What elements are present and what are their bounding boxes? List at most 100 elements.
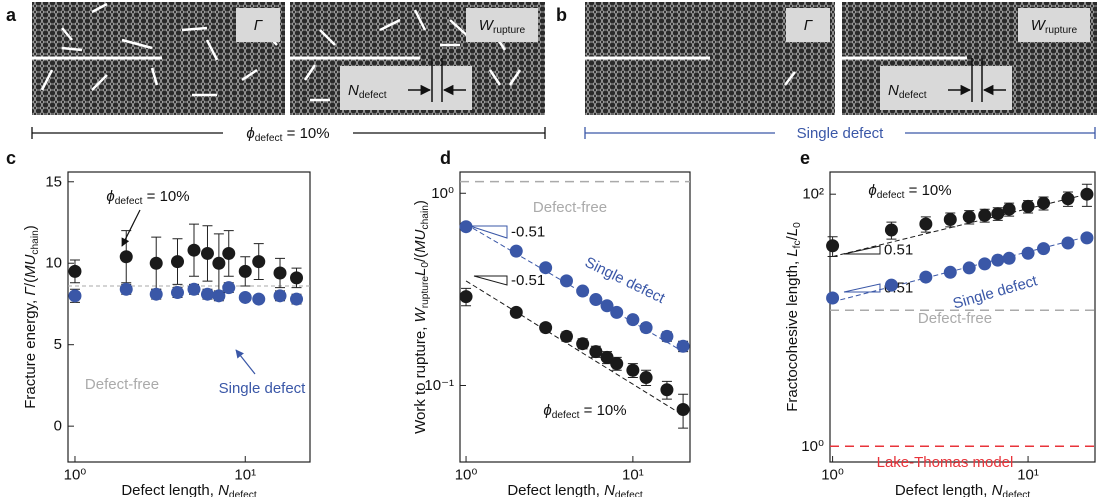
data-point <box>459 290 473 304</box>
data-point <box>626 313 640 327</box>
slope-label: -0.51 <box>511 224 545 241</box>
text-part: Fractocohesive length, <box>784 257 801 412</box>
x-tick-label: 10¹ <box>234 467 256 484</box>
y-axis-label: Fracture energy, Γ/(MUchain) <box>22 225 42 409</box>
data-point <box>639 371 653 385</box>
data-point <box>187 282 201 296</box>
defect <box>61 27 73 41</box>
schematic-label: Γ <box>804 17 814 34</box>
data-point <box>660 383 674 397</box>
text-part: W <box>1031 17 1047 34</box>
defect <box>379 18 401 32</box>
data-point <box>943 212 957 226</box>
text-part: 0 <box>792 222 803 228</box>
defect <box>413 9 427 31</box>
fit-line <box>465 280 684 416</box>
text-part: defect <box>255 133 283 144</box>
defect <box>150 67 159 86</box>
text-part: ϕ <box>246 125 254 142</box>
data-point <box>170 255 184 269</box>
data-point <box>149 287 163 301</box>
data-point <box>991 207 1005 221</box>
text-part: ) <box>412 200 429 205</box>
data-point <box>626 363 640 377</box>
data-point <box>222 281 236 295</box>
reference-label: Lake-Thomas model <box>877 454 1014 471</box>
data-point <box>539 261 553 275</box>
slope-triangle <box>843 283 881 293</box>
data-point <box>149 256 163 270</box>
text-part: N <box>218 482 229 497</box>
data-point <box>68 264 82 278</box>
y-axis-label: Work to rupture, WruptureL0/(MUchain) <box>412 200 432 434</box>
data-point <box>1021 246 1035 260</box>
data-point <box>559 329 573 343</box>
annotation: ϕdefect = 10% <box>106 188 189 208</box>
defect <box>303 64 317 81</box>
y-tick-label: 15 <box>45 173 62 190</box>
data-point <box>200 287 214 301</box>
slope-triangle <box>843 245 881 255</box>
annotation: ϕdefect = 10% <box>868 182 951 202</box>
data-point <box>600 299 614 313</box>
text-part: N <box>604 482 615 497</box>
span-gap <box>223 122 353 144</box>
x-tick-label: 10¹ <box>1017 467 1039 484</box>
data-point <box>919 270 933 284</box>
data-point <box>589 345 603 359</box>
text-part: Defect-free <box>918 310 992 327</box>
data-point <box>539 321 553 335</box>
annotation-arrow <box>121 209 141 247</box>
text-part: Single defect <box>219 380 307 397</box>
schematic-label: Wrupture <box>479 17 526 37</box>
data-point <box>68 289 82 303</box>
text-part: /( <box>412 253 429 262</box>
data-point <box>610 305 624 319</box>
x-axis-label: Defect length, Ndefect <box>895 482 1030 497</box>
data-point <box>1037 196 1051 210</box>
text-part: ϕ <box>543 402 551 419</box>
data-point <box>238 264 252 278</box>
data-point <box>576 284 590 298</box>
data-point <box>884 223 898 237</box>
text-part: fc <box>792 240 803 248</box>
defect <box>121 38 153 50</box>
text-part: /( <box>22 278 39 287</box>
defect <box>241 68 258 82</box>
text-part: ϕ <box>868 182 876 199</box>
panel-label: b <box>556 5 567 25</box>
y-tick-label: 10² <box>802 186 824 203</box>
text-part: Single defect <box>951 272 1040 312</box>
data-point <box>943 265 957 279</box>
data-point <box>589 293 603 307</box>
text-part: = 10% <box>282 125 329 142</box>
data-point <box>1061 236 1075 250</box>
data-point <box>1037 242 1051 256</box>
data-point <box>290 292 304 306</box>
defect <box>488 69 502 86</box>
text-part: rupture <box>493 25 526 36</box>
data-point <box>610 357 624 371</box>
data-point <box>187 243 201 257</box>
data-point <box>273 289 287 303</box>
data-point <box>600 350 614 364</box>
data-point <box>119 250 133 264</box>
text-part: W <box>479 17 495 34</box>
text-part: MU <box>22 254 39 277</box>
text-part: defect <box>899 90 927 101</box>
y-tick-label: 10⁻¹ <box>424 377 454 394</box>
text-part: W <box>412 306 429 322</box>
data-point <box>212 256 226 270</box>
data-point <box>170 286 184 300</box>
label-box <box>786 8 830 42</box>
text-part: defect <box>359 90 387 101</box>
reference-label: Defect-free <box>918 310 992 327</box>
defect <box>91 2 108 14</box>
data-point <box>290 271 304 285</box>
data-point <box>962 261 976 275</box>
data-point <box>252 292 266 306</box>
text-part: N <box>992 482 1003 497</box>
text-part: L <box>784 228 801 236</box>
panel-label: c <box>6 148 16 168</box>
